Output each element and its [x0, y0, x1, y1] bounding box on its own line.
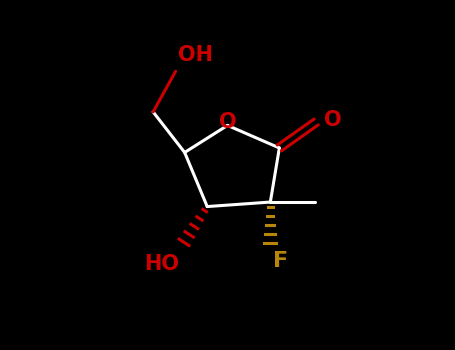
Text: O: O: [219, 112, 236, 132]
Text: HO: HO: [144, 254, 179, 274]
Text: F: F: [273, 251, 288, 271]
Text: O: O: [324, 110, 342, 130]
Text: OH: OH: [178, 44, 213, 64]
